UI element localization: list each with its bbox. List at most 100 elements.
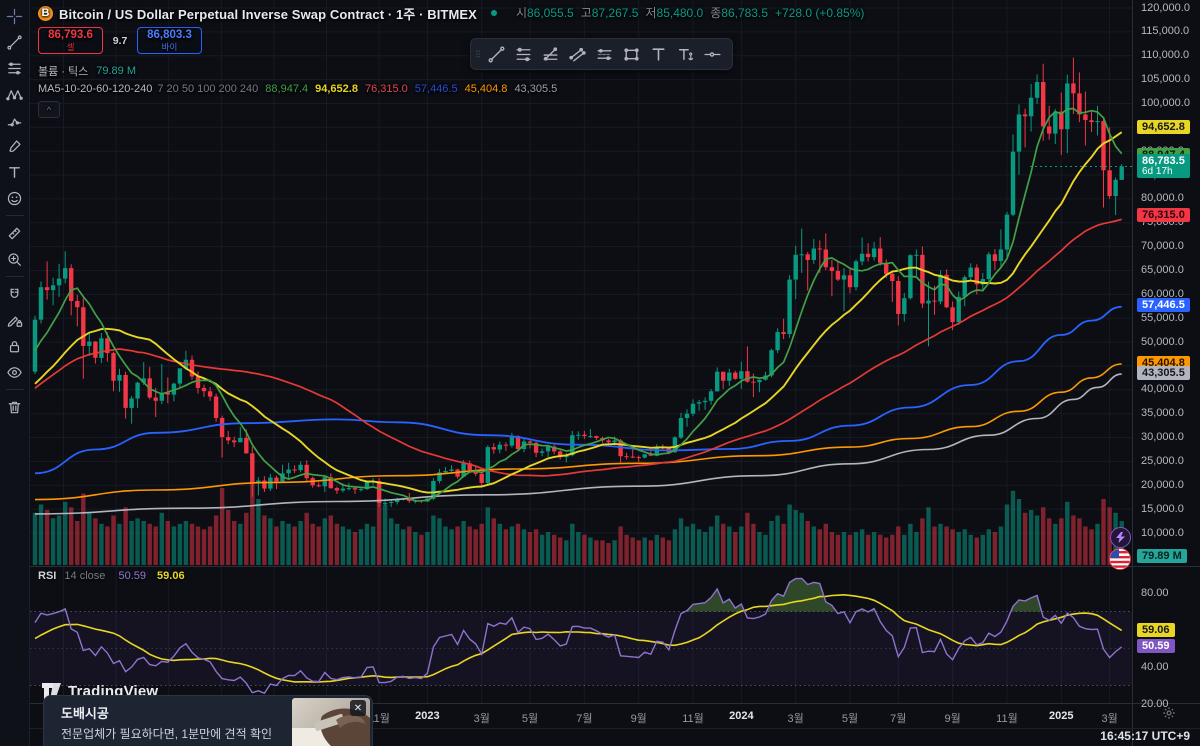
- ma-value: 76,315.0: [364, 83, 408, 95]
- price-tick-label: 25,000.0: [1141, 454, 1184, 467]
- trend-line-tool-button[interactable]: [2, 29, 28, 55]
- trend-fib-extension-button[interactable]: [537, 41, 564, 67]
- sell-button[interactable]: 86,793.6 셀: [38, 27, 103, 54]
- time-label-year[interactable]: 2024: [729, 710, 754, 722]
- price-tick-label: 120,000.0: [1141, 1, 1190, 14]
- ad-close-icon[interactable]: ✕: [350, 700, 366, 716]
- rsi-value: 50.59: [118, 570, 146, 582]
- symbol-title[interactable]: Bitcoin / US Dollar Perpetual Inverse Sw…: [59, 6, 477, 22]
- flat-channel-button[interactable]: [591, 41, 618, 67]
- time-label-month[interactable]: 7월: [890, 713, 907, 725]
- volume-indicator-row[interactable]: 볼륨 · 틱스 79.89 M: [38, 63, 864, 79]
- crosshair-icon: [6, 8, 23, 24]
- buy-button[interactable]: 86,803.3 바이: [137, 27, 202, 54]
- fib-retracement-button[interactable]: [510, 41, 537, 67]
- anchored-text-icon: [678, 48, 694, 60]
- ruler-tool-button[interactable]: [2, 220, 28, 246]
- time-label-year[interactable]: 2023: [415, 710, 440, 722]
- time-label-month[interactable]: 11월: [368, 713, 390, 725]
- lock-all-icon: [9, 340, 20, 352]
- session-clock[interactable]: 16:45:17 UTC+9: [1100, 729, 1190, 743]
- rsi-indicator-row[interactable]: RSI 14 close 50.59 59.06: [38, 570, 185, 582]
- hide-all-tool-button[interactable]: [2, 359, 28, 385]
- crosshair-tool-button[interactable]: [2, 3, 28, 29]
- time-label-month[interactable]: 5월: [521, 713, 539, 725]
- ma50-badge: 76,315.0: [1137, 207, 1190, 222]
- fib-retracement-icon: [8, 62, 21, 74]
- last-price-badge: 86,783.5 6d 17h: [1137, 153, 1190, 178]
- ohlc-key: 시: [515, 6, 527, 20]
- rsi-tick-label: 20.00: [1141, 697, 1169, 710]
- rsi-title: RSI: [38, 570, 57, 582]
- drag-handle[interactable]: [473, 41, 483, 67]
- buy-label: 바이: [161, 42, 178, 52]
- collapse-legend-button[interactable]: ^: [38, 101, 60, 118]
- time-label-month[interactable]: 3월: [787, 713, 804, 725]
- forecast-tool-button[interactable]: [2, 107, 28, 133]
- zoom-in-tool-button[interactable]: [2, 246, 28, 272]
- rsi-ma-badge: 59.06: [1137, 623, 1175, 638]
- magnet-tool-button[interactable]: [2, 281, 28, 307]
- price-tick-label: 30,000.0: [1141, 431, 1184, 444]
- rsi-ma-value: 59.06: [157, 570, 185, 582]
- time-label-year[interactable]: 2025: [1049, 710, 1074, 722]
- ma-value: 43,305.5: [514, 83, 558, 95]
- emoji-tool-button[interactable]: [2, 185, 28, 211]
- price-tick-label: 105,000.0: [1141, 73, 1190, 86]
- time-label-month[interactable]: 11월: [996, 713, 1018, 725]
- trend-fib-extension-icon: [543, 46, 558, 61]
- time-label-month[interactable]: 11월: [682, 713, 704, 725]
- trend-line-icon: [488, 46, 505, 62]
- volume-label: 볼륨 · 틱스: [38, 66, 89, 78]
- price-tick-label: 70,000.0: [1141, 240, 1184, 253]
- time-label-month[interactable]: 3월: [1101, 713, 1118, 725]
- text-tool-icon: [9, 166, 20, 178]
- chart-legend: B Bitcoin / US Dollar Perpetual Inverse …: [38, 3, 864, 118]
- ma-value: 88,947.4: [265, 83, 309, 95]
- remove-all-tool-button[interactable]: [2, 394, 28, 420]
- rsi-params: 14 close: [64, 570, 106, 582]
- parallel-channel-button[interactable]: [564, 41, 591, 67]
- price-axis[interactable]: 10,000.0 15,000.0 20,000.0 25,000.0 30,000.0…: [1133, 0, 1200, 710]
- brush-tool-button[interactable]: [2, 133, 28, 159]
- ohlc-key: 종: [710, 6, 722, 20]
- time-label-month[interactable]: 7월: [576, 713, 593, 725]
- price-tick-label: 55,000.0: [1141, 311, 1184, 324]
- text-tool-icon: [652, 47, 665, 61]
- floating-drawing-toolbar: [470, 38, 733, 70]
- emoji-icon: [7, 191, 22, 205]
- price-tick-label: 65,000.0: [1141, 264, 1184, 276]
- rsi-badge: 50.59: [1137, 638, 1175, 653]
- draw-lock-tool-button[interactable]: [2, 307, 28, 333]
- axis-settings-gear-icon[interactable]: [1162, 706, 1176, 725]
- lock-all-tool-button[interactable]: [2, 333, 28, 359]
- time-label-month[interactable]: 9월: [630, 713, 647, 725]
- alert-lightning-icon[interactable]: [1110, 527, 1131, 548]
- parallel-channel-icon: [569, 47, 586, 62]
- time-label-month[interactable]: 9월: [944, 713, 961, 725]
- time-axis[interactable]: 11월 2023 3월 5월 7월 9월 11월 2024 3월 5월 7월 9월 11월 2025 3월: [30, 704, 1133, 728]
- ma-title: MA5-10-20-60-120-240: [38, 83, 153, 95]
- rectangle-button[interactable]: [618, 41, 645, 67]
- text-tool-tool-button[interactable]: [2, 159, 28, 185]
- time-label-month[interactable]: 3월: [473, 713, 490, 725]
- horizontal-ray-button[interactable]: [699, 41, 726, 67]
- volume-value: 79.89 M: [96, 65, 137, 77]
- buy-price: 86,803.3: [147, 28, 192, 41]
- time-label-month[interactable]: 5월: [841, 713, 859, 725]
- ma-value: 57,446.5: [414, 83, 458, 95]
- xabcd-pattern-tool-button[interactable]: [2, 81, 28, 107]
- trend-line-button[interactable]: [483, 41, 510, 67]
- economic-event-flag-icon[interactable]: [1109, 548, 1131, 570]
- ad-body-text: 전문업체가 필요하다면, 1분만에 견적 확인: [61, 727, 273, 741]
- horizontal-ray-icon: [704, 51, 721, 57]
- ma240-badge: 43,305.5: [1137, 365, 1190, 380]
- fib-retracement-tool-button[interactable]: [2, 55, 28, 81]
- ruler-icon: [8, 227, 21, 239]
- ad-banner[interactable]: 도배시공 전문업체가 필요하다면, 1분만에 견적 확인 ✕: [43, 695, 373, 746]
- text-tool-button[interactable]: [645, 41, 672, 67]
- hide-all-icon: [7, 366, 22, 378]
- ma-indicator-row[interactable]: MA5-10-20-60-120-240 7 20 50 100 200 240…: [38, 83, 864, 95]
- anchored-text-button[interactable]: [672, 41, 699, 67]
